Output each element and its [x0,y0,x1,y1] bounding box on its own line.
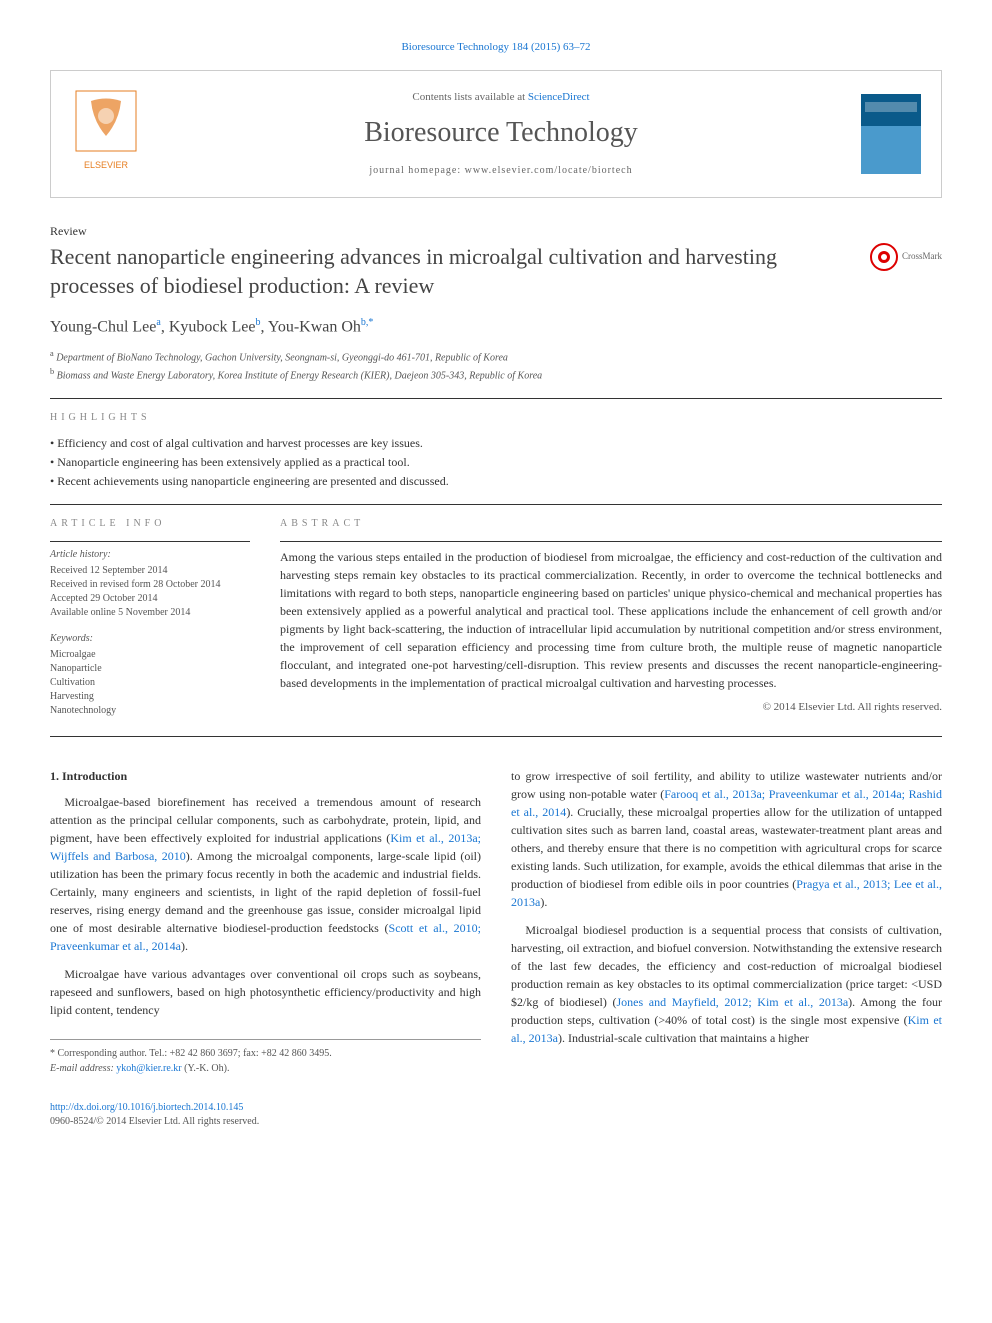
article-info-label: ARTICLE INFO [50,517,250,531]
journal-cover-thumb [861,94,921,174]
journal-name: Bioresource Technology [161,113,841,152]
keyword: Cultivation [50,676,250,690]
history-label: Article history: [50,548,250,562]
body-column-left: 1. Introduction Microalgae-based biorefi… [50,767,481,1076]
author-1: Young-Chul Lee [50,318,156,335]
keyword: Microalgae [50,648,250,662]
journal-homepage: journal homepage: www.elsevier.com/locat… [161,164,841,178]
keyword: Nanoparticle [50,662,250,676]
footnote-block: * Corresponding author. Tel.: +82 42 860… [50,1039,481,1076]
author-2-affil[interactable]: b [255,317,260,328]
highlights-label: HIGHLIGHTS [50,411,942,425]
rule [50,398,942,399]
keyword: Nanotechnology [50,704,250,718]
contents-available: Contents lists available at ScienceDirec… [161,90,841,105]
citation-line: Bioresource Technology 184 (2015) 63–72 [50,40,942,55]
citation-link[interactable]: Bioresource Technology 184 (2015) 63–72 [401,41,590,53]
citation-ref[interactable]: Jones and Mayfield, 2012; Kim et al., 20… [617,995,849,1009]
keywords-label: Keywords: [50,632,250,646]
sciencedirect-link[interactable]: ScienceDirect [528,91,590,103]
corresponding-marker[interactable]: * [368,317,373,328]
history-revised: Received in revised form 28 October 2014 [50,578,250,592]
email-link[interactable]: ykoh@kier.re.kr [116,1063,181,1074]
contents-prefix: Contents lists available at [412,91,527,103]
body-paragraph: to grow irrespective of soil fertility, … [511,767,942,911]
crossmark-icon [870,243,898,271]
doi-link[interactable]: http://dx.doi.org/10.1016/j.biortech.201… [50,1102,243,1113]
issn-copyright: 0960-8524/© 2014 Elsevier Ltd. All right… [50,1115,942,1129]
abstract-copyright: © 2014 Elsevier Ltd. All rights reserved… [280,700,942,715]
section-1-heading: 1. Introduction [50,767,481,785]
rule [50,504,942,505]
author-3: You-Kwan Oh [268,318,361,335]
highlights-list: Efficiency and cost of algal cultivation… [50,435,942,489]
crossmark-badge[interactable]: CrossMark [870,243,942,271]
article-type: Review [50,223,942,240]
homepage-prefix: journal homepage: [369,165,464,176]
header-center: Contents lists available at ScienceDirec… [161,90,841,179]
crossmark-label: CrossMark [902,250,942,263]
abstract-column: ABSTRACT Among the various steps entaile… [280,517,942,718]
highlight-item: Recent achievements using nanoparticle e… [50,473,942,490]
authors-line: Young-Chul Leea, Kyubock Leeb, You-Kwan … [50,316,942,339]
history-accepted: Accepted 29 October 2014 [50,592,250,606]
corresponding-author-note: * Corresponding author. Tel.: +82 42 860… [50,1046,481,1061]
affiliation-a: Department of BioNano Technology, Gachon… [56,353,508,364]
body-column-right: to grow irrespective of soil fertility, … [511,767,942,1076]
rule [50,736,942,737]
body-paragraph: Microalgal biodiesel production is a seq… [511,921,942,1047]
abstract-label: ABSTRACT [280,517,942,531]
doi-line: http://dx.doi.org/10.1016/j.biortech.201… [50,1101,942,1115]
history-received: Received 12 September 2014 [50,564,250,578]
body-paragraph: Microalgae have various advantages over … [50,965,481,1019]
author-1-affil[interactable]: a [156,317,160,328]
keyword: Harvesting [50,690,250,704]
email-label: E-mail address: [50,1063,116,1074]
abstract-text: Among the various steps entailed in the … [280,548,942,692]
elsevier-logo: ELSEVIER [71,86,141,181]
affiliation-b: Biomass and Waste Energy Laboratory, Kor… [57,370,542,381]
highlight-item: Efficiency and cost of algal cultivation… [50,435,942,452]
svg-text:ELSEVIER: ELSEVIER [84,160,129,170]
homepage-url[interactable]: www.elsevier.com/locate/biortech [465,165,633,176]
email-person: (Y.-K. Oh). [182,1063,230,1074]
highlight-item: Nanoparticle engineering has been extens… [50,454,942,471]
article-title: Recent nanoparticle engineering advances… [50,243,830,300]
body-paragraph: Microalgae-based biorefinement has recei… [50,793,481,955]
journal-header: ELSEVIER Contents lists available at Sci… [50,70,942,197]
affiliations: a Department of BioNano Technology, Gach… [50,348,942,383]
article-info-column: ARTICLE INFO Article history: Received 1… [50,517,250,718]
history-online: Available online 5 November 2014 [50,606,250,620]
author-2: Kyubock Lee [169,318,256,335]
